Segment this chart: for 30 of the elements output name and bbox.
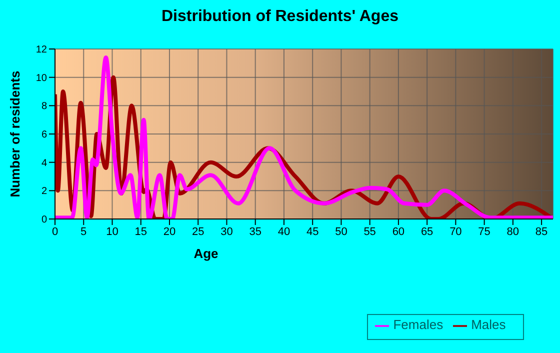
y-tick-label: 10	[36, 72, 48, 84]
x-tick-label: 5	[80, 226, 87, 238]
x-tick-label: 45	[306, 226, 319, 238]
x-tick-label: 30	[220, 226, 233, 238]
x-tick-label: 80	[506, 226, 520, 238]
x-tick-label: 25	[192, 226, 204, 238]
y-tick-label: 4	[41, 158, 48, 169]
y-tick-label: 6	[41, 130, 48, 141]
x-tick-label: 0	[52, 226, 58, 238]
x-tick-label: 15	[134, 226, 147, 238]
legend-label: Females	[393, 317, 444, 332]
x-tick-label: 65	[420, 226, 434, 238]
x-tick-label: 20	[163, 226, 176, 238]
y-tick-label: 2	[41, 186, 48, 198]
x-tick-label: 75	[478, 226, 490, 238]
x-tick-label: 40	[278, 226, 290, 238]
legend-label: Males	[471, 317, 506, 332]
y-tick-label: 12	[36, 44, 48, 56]
chart-title: Distribution of Residents' Ages	[160, 8, 400, 26]
x-tick-label: 35	[249, 226, 262, 238]
x-tick-label: 50	[335, 226, 348, 238]
x-tick-label: 70	[450, 226, 462, 238]
x-tick-label: 60	[392, 226, 405, 238]
y-tick-label: 0	[41, 214, 48, 226]
y-tick-label: 8	[41, 101, 48, 112]
x-tick-label: 85	[535, 226, 548, 238]
x-tick-label: 55	[364, 226, 376, 238]
x-axis-title: Age	[194, 246, 218, 261]
y-axis-title: Number of residents	[8, 70, 23, 198]
x-tick-label: 10	[106, 226, 118, 238]
